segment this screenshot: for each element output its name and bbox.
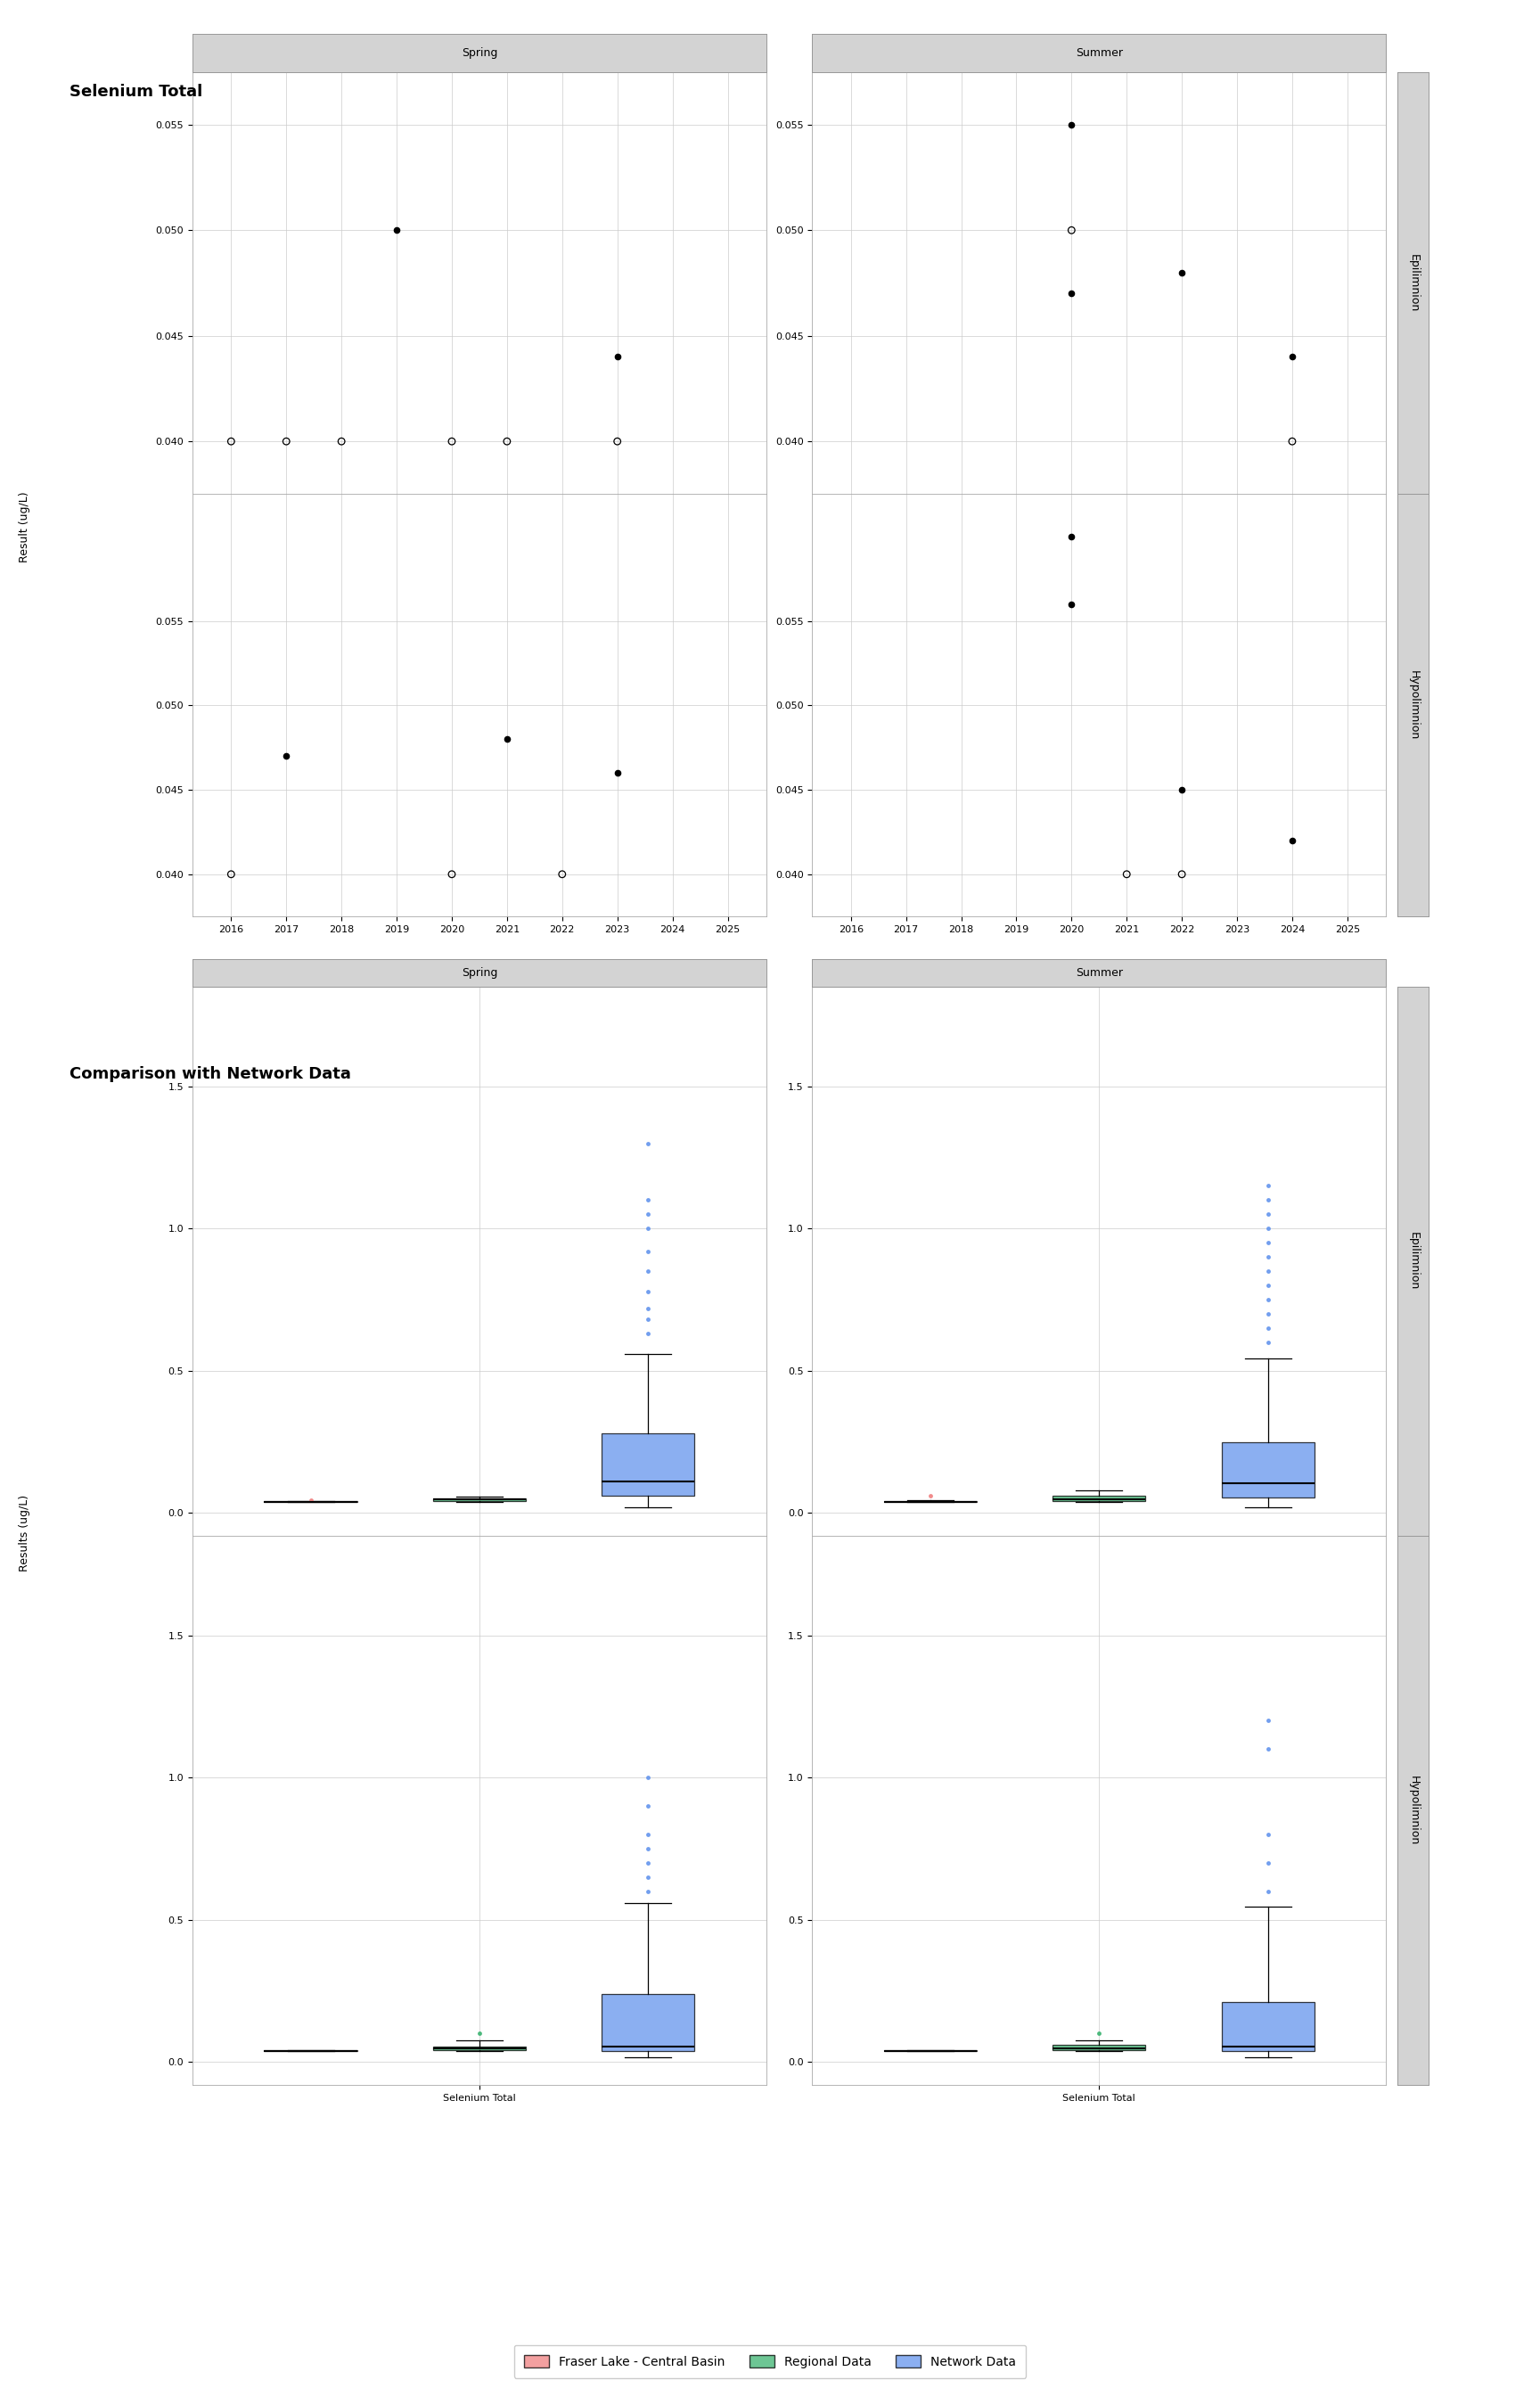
Point (1169, 254, 1193, 292)
Point (494, 422, 519, 460)
Point (1280, 822, 1304, 860)
PathPatch shape (1221, 1442, 1314, 1498)
Point (385, 211, 410, 249)
Point (605, 338, 630, 376)
Point (330, 422, 354, 460)
Point (1060, 276, 1084, 314)
Point (274, 738, 299, 776)
Point (550, 855, 574, 894)
Point (605, 422, 630, 460)
Point (439, 855, 464, 894)
PathPatch shape (602, 1993, 695, 2051)
Point (1060, 105, 1084, 144)
Point (1060, 585, 1084, 623)
Point (219, 855, 243, 894)
Point (1169, 772, 1193, 810)
Point (274, 422, 299, 460)
Point (1060, 211, 1084, 249)
PathPatch shape (1221, 2003, 1314, 2051)
Point (1169, 855, 1193, 894)
Point (1280, 422, 1304, 460)
Point (494, 719, 519, 757)
PathPatch shape (433, 2046, 525, 2051)
Point (605, 755, 630, 793)
Point (219, 422, 243, 460)
Point (1060, 518, 1084, 556)
PathPatch shape (433, 1498, 525, 1502)
Point (439, 422, 464, 460)
Text: Comparison with Network Data: Comparison with Network Data (69, 1066, 351, 1083)
Point (1115, 855, 1140, 894)
PathPatch shape (1053, 1495, 1146, 1502)
Legend: Fraser Lake - Central Basin, Regional Data, Network Data: Fraser Lake - Central Basin, Regional Da… (514, 2346, 1026, 2377)
Text: Result (ug/L): Result (ug/L) (18, 491, 31, 563)
PathPatch shape (602, 1433, 695, 1495)
PathPatch shape (1053, 2044, 1146, 2051)
Text: Results (ug/L): Results (ug/L) (18, 1495, 31, 1572)
Point (1280, 338, 1304, 376)
Text: Selenium Total: Selenium Total (69, 84, 202, 101)
